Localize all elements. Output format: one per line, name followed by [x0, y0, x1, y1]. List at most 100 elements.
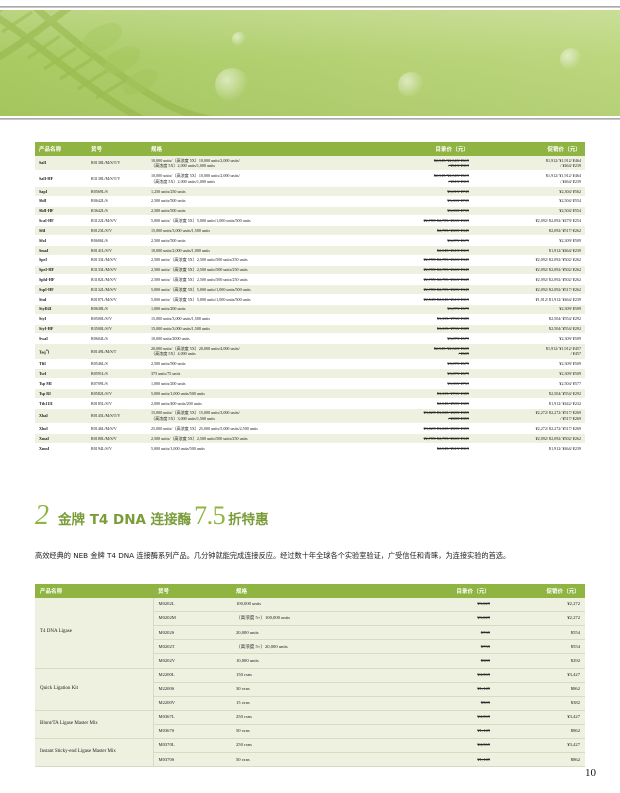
cell-promo-price: ¥382	[495, 696, 585, 711]
cell-catalog-number: R0138L/M/S/T/V	[87, 156, 147, 172]
cell-specification: 15,000 units/（高浓度 5X）15,000 units/3,000 …	[147, 408, 353, 425]
cell-specification: 375 units/75 units	[147, 368, 353, 380]
table-row: XmaI R0180L/M/S/V 2,500 units/（高浓度 5X）2,50…	[35, 433, 585, 444]
cell-promo-price: ¥2,504/ ¥554/ ¥292	[473, 314, 585, 325]
cell-list-price: ¥3,029/ ¥3,029/ ¥689/ ¥359/ ¥689/ ¥359	[353, 408, 473, 425]
cell-catalog-number: R0604L/S	[87, 333, 147, 345]
cell-promo-price: ¥2,504/ ¥554	[473, 196, 585, 207]
table-header-row: 产品名称 货号 规格 目录价（元） 促销价（元）	[35, 583, 585, 598]
cell-list-price: ¥3,079/ ¥679	[353, 333, 473, 345]
ligase-price-table: 产品名称 货号 规格 目录价（元） 促销价（元） T4 DNA Ligase M0…	[35, 583, 585, 768]
cell-product-name: SfoI	[35, 235, 87, 246]
table-row: M0202M （高浓度 5×）100,000 units ¥3,029 ¥2,272	[35, 611, 585, 627]
cell-promo-price: ¥2,092/ ¥2,092/ ¥502/ ¥262	[473, 274, 585, 286]
table-row: StyD4I R0638L/S 1,000 units/200 units ¥3,07…	[35, 304, 585, 315]
cell-product-group-name: Instant Sticky-end Ligase Master Mix	[35, 738, 154, 768]
cell-specification: 2,500 units/500 units	[147, 359, 353, 370]
cell-specification: 150 rxns	[231, 668, 399, 683]
cell-product-name: SmaI	[35, 245, 87, 256]
cell-list-price: ¥2,549/ ¥2,549/ ¥619/ ¥319	[353, 294, 473, 305]
cell-catalog-number: R0546L/S	[87, 359, 147, 370]
cell-specification: 5,000 units/（高浓度 5X）5,000 units/1,000 un…	[147, 294, 353, 305]
cell-list-price: ¥3,029	[399, 611, 495, 627]
cell-catalog-number: R0569L/S	[87, 186, 147, 197]
cell-promo-price: ¥2,092/ ¥2,092/ ¥479/ ¥254	[473, 215, 585, 227]
cell-specification: 2,500 units/（高浓度 5X）2,500 units/500 unit…	[147, 255, 353, 266]
table-row: SapI R0569L/S 1,250 units/250 units ¥3,019/…	[35, 186, 585, 197]
table-row: StyI R0500L/S/V 15,000 units/3,000 units/1…	[35, 314, 585, 325]
cell-promo-price: ¥2,504/ ¥554/ ¥292	[473, 388, 585, 399]
cell-list-price: ¥2,549/ ¥619/ ¥319	[353, 245, 473, 256]
cell-product-name: SbfI-HF	[35, 206, 87, 217]
cell-specification: 250 rxns	[231, 738, 399, 754]
col-promo-price: 促销价（元）	[495, 583, 585, 598]
cell-specification: 5,000 units/（高浓度 5X）5,000 units/1,000 un…	[147, 215, 353, 227]
cell-specification: 20,000 units	[231, 625, 399, 641]
col-product-name: 产品名称	[35, 142, 87, 156]
cell-promo-price: ¥1,912/ ¥464/ ¥239	[473, 245, 585, 256]
cell-product-name: ScaI-HF	[35, 215, 87, 227]
cell-product-name: Tth111I	[35, 398, 87, 409]
cell-list-price: ¥1,149	[399, 682, 495, 697]
cell-catalog-number: R0146L/M/S/V	[87, 423, 147, 435]
cell-specification: 1,000 units/200 units	[147, 378, 353, 390]
cell-promo-price: ¥3,427	[495, 710, 585, 725]
table-row: StyI-HF R3500L/S/V 15,000 units/3,000 unit…	[35, 324, 585, 335]
cell-list-price: ¥2,789/ ¥2,789/ ¥669/ ¥349	[353, 265, 473, 276]
cell-product-name: TaqαI	[35, 343, 87, 360]
cell-promo-price: ¥1,912/ ¥464/ ¥239	[473, 443, 585, 454]
cell-promo-price: ¥2,504/ ¥577	[473, 378, 585, 390]
cell-promo-price: ¥2,309/ ¥509	[473, 359, 585, 370]
cell-promo-price: ¥3,427	[495, 668, 585, 683]
cell-promo-price: ¥554	[495, 625, 585, 641]
cell-product-name: XmaI	[35, 433, 87, 444]
cell-catalog-number: R0709L/S	[87, 378, 147, 390]
cell-specification: 15,000 units/3,000 units/1,500 units	[147, 314, 353, 325]
cell-specification: 15,000 units/3,000 units/1,500 units	[147, 225, 353, 237]
cell-promo-price: ¥1,912/ ¥1,912/ ¥464/ ¥464/ ¥239	[473, 156, 585, 172]
table-row: Instant Sticky-end Ligase Master Mix M037…	[35, 738, 585, 768]
table-row: SbfI R0642L/S 2,500 units/500 units ¥3,339/…	[35, 196, 585, 207]
table-row: M2200S 30 rxns ¥1,149 ¥862	[35, 682, 585, 697]
cell-catalog-number: R0185L/S/V	[87, 398, 147, 409]
section-discount: 7.5	[194, 500, 226, 530]
cell-list-price: ¥3,029	[399, 597, 495, 613]
bokeh-dot	[398, 72, 424, 98]
cell-promo-price: ¥1,912/ ¥1,912/ ¥464/ ¥239	[473, 294, 585, 305]
cell-list-price: ¥3,339/ ¥739/ ¥389	[353, 314, 473, 325]
cell-product-name: SapI	[35, 186, 87, 197]
cell-promo-price: ¥862	[495, 752, 585, 768]
col-list-price: 目录价（元）	[399, 583, 495, 598]
cell-catalog-number: R0133L/M/S/V	[87, 255, 147, 266]
cell-specification: 10,000 units/2000 units	[147, 333, 353, 345]
cell-catalog-number: R0582L/S/V	[87, 388, 147, 399]
enzyme-price-table: 产品名称 货号 规格 目录价（元） 促销价（元） SalI R0138L/M/S/…	[35, 142, 585, 454]
banner-green-band	[0, 10, 620, 116]
cell-list-price: ¥3,079/ ¥679	[353, 368, 473, 380]
table-row: Tsp RI R0582L/S/V 5,000 units/1,000 units/…	[35, 388, 585, 399]
cell-list-price: ¥3,019/ ¥749	[353, 186, 473, 197]
page-number: 10	[585, 767, 596, 779]
bokeh-dot	[232, 32, 246, 46]
cell-catalog-number: R0591L/S	[87, 368, 147, 380]
cell-catalog-number: M0202M	[153, 611, 231, 627]
cell-specification: 2,000 units/400 units/200 units	[147, 398, 353, 409]
cell-catalog-number: M0202V	[153, 653, 231, 669]
cell-promo-price: ¥2,309/ ¥509	[473, 333, 585, 345]
page-banner	[0, 0, 620, 126]
table-row: M0202T （高浓度 5×）20,000 units ¥739 ¥554	[35, 639, 585, 655]
cell-list-price: ¥2,549/ ¥2,549/ ¥619/ ¥619/ ¥319	[353, 170, 473, 187]
banner-bottom-rule	[0, 118, 620, 120]
cell-list-price: ¥3,079/ ¥679	[353, 304, 473, 315]
cell-specification: 1,250 units/250 units	[147, 186, 353, 197]
cell-catalog-number: R0149L/M/S/T	[87, 343, 147, 360]
cell-specification: 2,500 units/（高浓度 5X）2,500 units/500 unit…	[147, 265, 353, 276]
cell-list-price: ¥3,339/ ¥739	[353, 206, 473, 217]
table-row: T4 DNA Ligase M0202L 100,000 units ¥3,029 ¥2…	[35, 597, 585, 669]
cell-list-price: ¥2,549/ ¥2,549/ ¥619/ ¥619/ ¥319	[353, 156, 473, 172]
cell-product-name: Tsp MI	[35, 378, 87, 390]
section-number: 2	[35, 499, 49, 531]
table-row: ScaI-HF R3122L/M/S/V 5,000 units/（高浓度 5X）5…	[35, 215, 585, 227]
cell-list-price: ¥1,149	[399, 752, 495, 768]
cell-promo-price: ¥1,912/ ¥1,912/ ¥457/ ¥457	[473, 343, 585, 360]
